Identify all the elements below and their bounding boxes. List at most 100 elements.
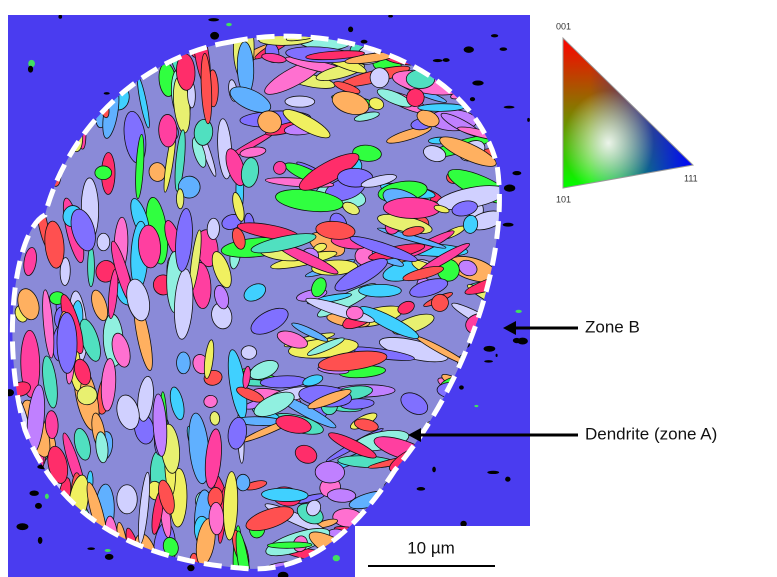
- grain: [47, 445, 69, 484]
- grain: [193, 118, 214, 146]
- speck: [348, 26, 354, 33]
- speck: [44, 493, 49, 499]
- speck: [28, 59, 35, 68]
- grain: [211, 251, 232, 289]
- grain: [59, 257, 71, 286]
- speck: [483, 345, 496, 352]
- legend-left: 101: [556, 194, 571, 204]
- grain: [397, 300, 415, 315]
- speck: [37, 536, 43, 544]
- grain: [158, 479, 175, 515]
- legend-top: 001: [556, 21, 571, 31]
- grain: [261, 487, 309, 502]
- grain: [242, 365, 251, 389]
- speck: [517, 337, 528, 345]
- annotation: Zone B: [585, 317, 640, 336]
- grain: [44, 220, 65, 269]
- grain: [409, 278, 449, 298]
- grain: [162, 537, 179, 557]
- speck: [87, 547, 95, 551]
- grain: [45, 410, 59, 440]
- legend-right: 111: [684, 173, 698, 183]
- speck: [442, 58, 450, 62]
- speck: [459, 385, 464, 390]
- speck: [27, 65, 34, 73]
- speck: [502, 222, 514, 227]
- grain: [257, 110, 282, 134]
- grain: [116, 484, 138, 515]
- grain: [87, 246, 95, 288]
- speck: [469, 97, 476, 102]
- grain: [317, 350, 388, 372]
- speck: [16, 523, 29, 531]
- speck: [527, 117, 530, 122]
- speck: [277, 571, 289, 577]
- scale-bar-label: 10 µm: [407, 538, 455, 557]
- grain: [56, 312, 78, 374]
- grain: [416, 109, 440, 128]
- grain: [306, 499, 322, 517]
- grain: [214, 285, 229, 310]
- grain: [42, 355, 58, 409]
- grain: [111, 332, 131, 368]
- grain: [126, 278, 150, 322]
- grain: [203, 394, 218, 408]
- grain: [204, 428, 222, 489]
- speck: [499, 47, 508, 51]
- grain: [354, 418, 379, 432]
- grain: [458, 259, 478, 277]
- grain: [386, 125, 432, 144]
- grain: [451, 200, 478, 217]
- speck: [487, 470, 500, 475]
- grain: [315, 220, 356, 240]
- grain: [266, 541, 313, 549]
- grain: [360, 174, 397, 188]
- grain: [342, 201, 360, 216]
- grain: [284, 95, 316, 108]
- grain: [345, 305, 364, 321]
- grain: [331, 91, 370, 116]
- speck: [432, 59, 443, 63]
- grain: [95, 431, 109, 464]
- grain: [203, 339, 215, 379]
- grain: [76, 385, 98, 406]
- grain: [275, 415, 312, 434]
- grain: [73, 427, 91, 461]
- grain: [23, 247, 37, 276]
- grain: [358, 283, 402, 298]
- legend-triangle-white: [562, 36, 695, 189]
- arrow-head: [408, 428, 421, 442]
- grain: [276, 330, 308, 349]
- grain: [250, 233, 317, 254]
- ipf-legend: 001 101 111: [556, 21, 698, 204]
- grain: [70, 208, 96, 252]
- grain: [307, 337, 345, 356]
- grain: [423, 145, 447, 162]
- speck: [388, 15, 393, 18]
- grain: [402, 265, 444, 282]
- speck: [210, 31, 220, 40]
- grain: [353, 111, 380, 122]
- grain: [369, 67, 390, 89]
- grain: [326, 488, 357, 503]
- grain: [243, 283, 267, 302]
- speck: [490, 34, 499, 38]
- grain: [261, 52, 287, 64]
- speck: [460, 520, 467, 527]
- grain: [208, 501, 225, 536]
- grain: [282, 109, 331, 139]
- grain: [206, 217, 220, 240]
- grain: [200, 53, 213, 125]
- grain: [334, 258, 388, 292]
- grain: [223, 471, 239, 541]
- grain: [152, 393, 168, 457]
- speck: [187, 564, 195, 572]
- grain: [291, 322, 329, 342]
- grain: [314, 461, 345, 484]
- speck: [505, 476, 511, 482]
- speck: [29, 490, 39, 496]
- grain: [406, 88, 425, 107]
- grain: [175, 208, 193, 272]
- speck: [515, 309, 522, 313]
- grain: [253, 391, 295, 417]
